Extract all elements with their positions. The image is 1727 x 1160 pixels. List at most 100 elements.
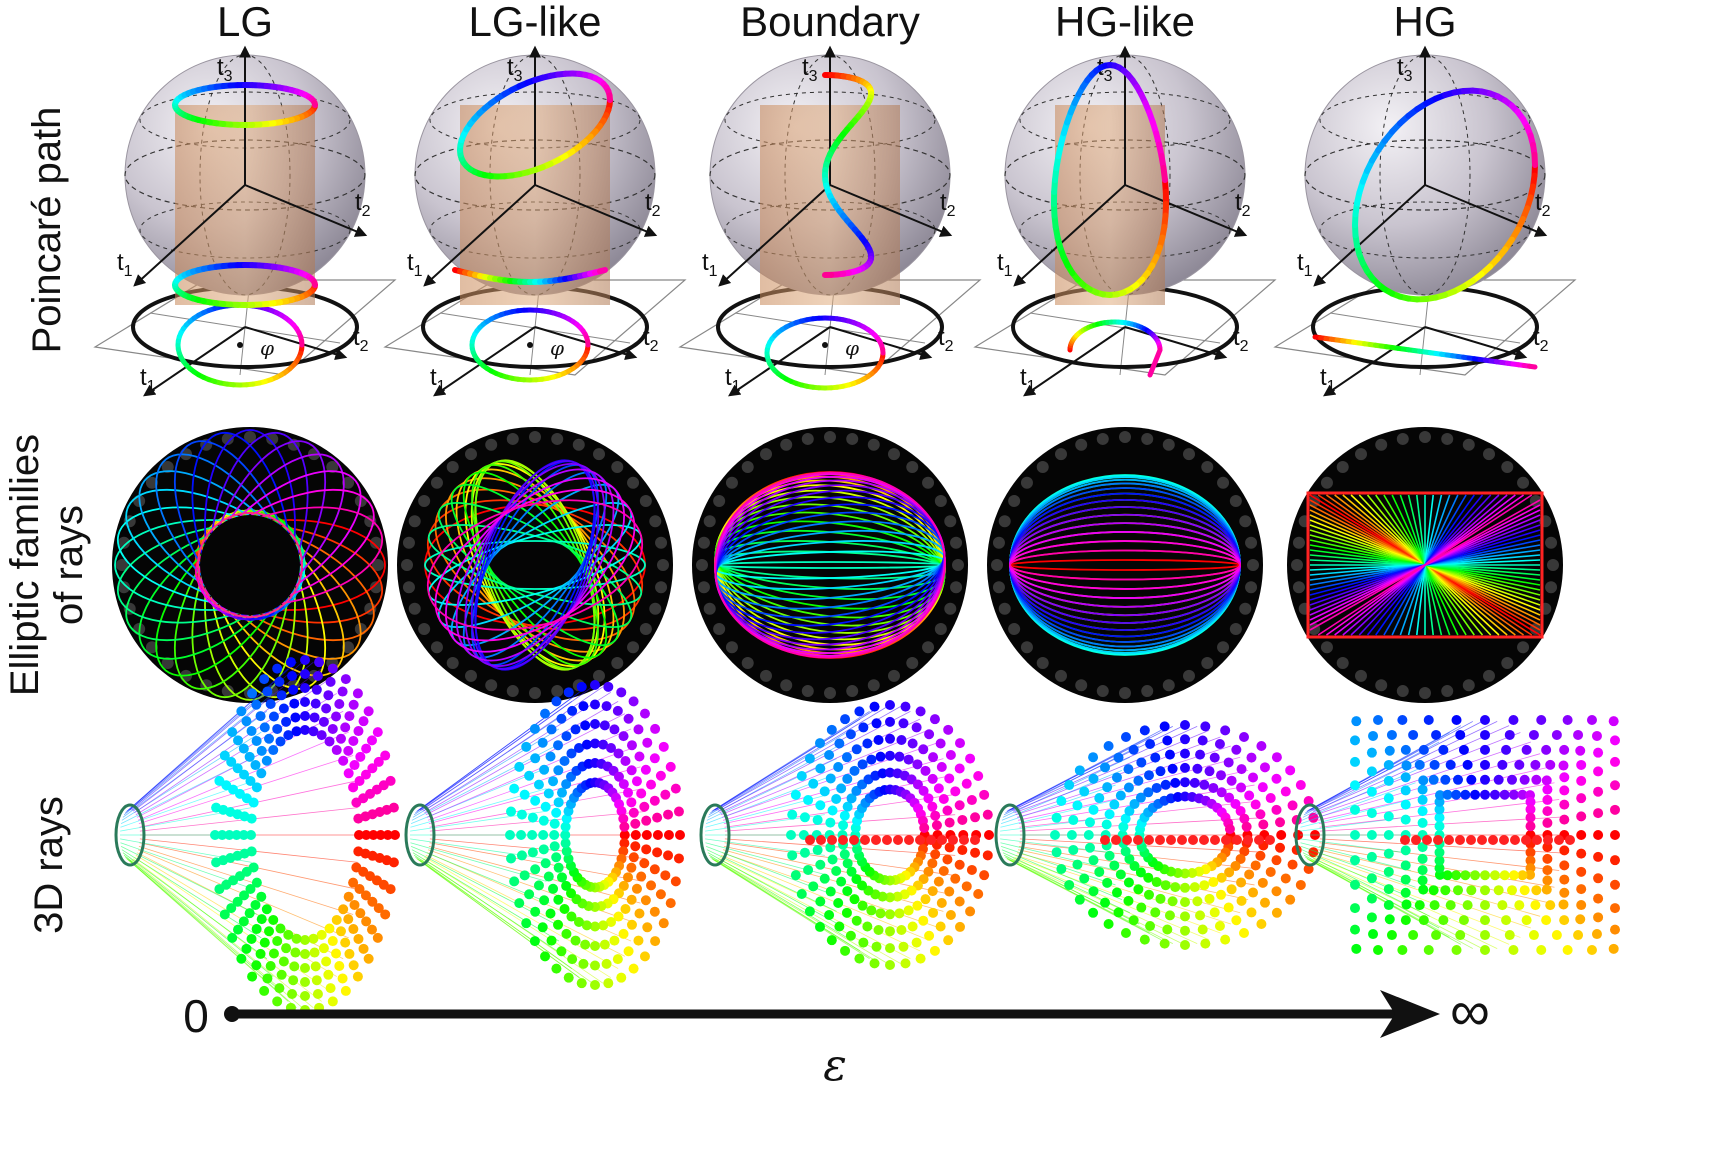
ray-dot: [1129, 798, 1140, 809]
ray-dot: [1094, 866, 1105, 877]
ray-dot: [1470, 789, 1481, 800]
ray-dot: [626, 765, 637, 776]
edge-speckle: [1036, 460, 1049, 473]
ray-dot: [261, 755, 272, 766]
ray-dot: [1531, 774, 1542, 785]
edge-speckle: [703, 515, 716, 528]
ray-dot: [871, 718, 882, 729]
ray-dot: [618, 813, 629, 824]
ray-dot: [1442, 870, 1453, 881]
plane-path-segment: [1147, 347, 1163, 378]
ray-dot: [561, 813, 572, 824]
sphere-equator: [414, 139, 656, 211]
ray-dot: [825, 886, 836, 897]
ray-dot: [1224, 867, 1235, 878]
ray-dot: [1128, 915, 1139, 926]
ray-dot: [1123, 764, 1134, 775]
ray-dot: [1480, 930, 1490, 941]
ray-ellipse: [464, 462, 606, 668]
ray-line: [422, 858, 611, 978]
edge-speckle: [1501, 460, 1514, 473]
ray-dot: [626, 894, 637, 905]
center-dot: [1243, 835, 1253, 845]
ray-dot: [1458, 915, 1469, 926]
ray-dot: [1593, 873, 1604, 884]
ray-dot: [1246, 907, 1257, 918]
center-dot: [970, 835, 980, 845]
ray-ellipse: [191, 431, 291, 621]
ray-dot: [1453, 774, 1464, 785]
t1-plane-label: t1: [1320, 364, 1336, 395]
ray-dot: [854, 706, 865, 717]
center-dot: [1144, 835, 1154, 845]
ray-dot: [623, 872, 634, 883]
ray-dot: [827, 805, 838, 816]
ray-dot: [380, 909, 391, 920]
ray-dot: [1542, 806, 1553, 817]
center-dot: [1433, 835, 1443, 845]
t2-label: t2: [1535, 189, 1551, 220]
ray-dot: [1383, 848, 1394, 859]
ray-dot: [1366, 893, 1377, 904]
ray-dot: [1064, 879, 1075, 890]
edge-speckle: [713, 495, 726, 507]
edge-speckle: [401, 559, 413, 571]
ray-dot: [1192, 896, 1203, 907]
ray-dot: [246, 813, 257, 824]
rays3d-panel-boundary: [699, 700, 994, 970]
ray-dot: [1541, 884, 1552, 895]
ray-dot: [1280, 873, 1291, 884]
ray-dot: [1536, 715, 1547, 725]
ray-dot: [1258, 819, 1269, 830]
ray-dot: [1501, 915, 1512, 926]
ray-dot: [262, 686, 273, 697]
ray-dot: [1199, 779, 1210, 790]
ray-dot: [840, 714, 851, 725]
ray-dot: [885, 716, 895, 727]
edge-speckle: [1239, 515, 1252, 528]
ray-dot: [673, 853, 684, 864]
ray-dot: [943, 724, 954, 735]
ray-line: [1015, 745, 1231, 816]
epsilon-symbol: ε: [823, 1040, 847, 1091]
ray-dot: [219, 909, 230, 920]
poincare-panel-lglike: t1 t2 φ t3 t2 t1: [383, 45, 687, 397]
ray-dot: [390, 830, 400, 840]
ray-dot: [1440, 774, 1451, 785]
ray-dot: [1208, 877, 1219, 888]
ray-dot: [1470, 870, 1481, 881]
ray-dot: [1608, 716, 1619, 727]
ray-dot: [1551, 729, 1562, 740]
ray-ellipse: [424, 540, 646, 590]
edge-speckle: [1036, 657, 1049, 670]
col-title-lg: LG: [217, 0, 273, 45]
ray-dot: [1460, 789, 1471, 800]
ray-dot: [1400, 915, 1411, 926]
ray-dot: [803, 864, 814, 875]
ray-dot: [1231, 915, 1242, 926]
ray-dot: [248, 862, 259, 873]
ray-dot: [619, 830, 630, 840]
ray-dot: [1351, 943, 1362, 954]
ray-dot: [539, 764, 550, 775]
ray-dot: [245, 884, 256, 895]
ray-dot: [578, 958, 589, 969]
ray-dot: [1143, 872, 1154, 883]
ray-dot: [1143, 770, 1154, 781]
ray-dot: [1103, 918, 1114, 929]
ray-dot: [1460, 870, 1471, 881]
ray-dot: [616, 806, 627, 817]
center-dot: [1543, 835, 1553, 845]
ray-dot: [894, 908, 905, 919]
poincare-panel-lg: t1 t2 φ t3 t2 t1: [93, 45, 397, 397]
ray-dot: [1287, 800, 1298, 811]
ray-dot: [1417, 784, 1428, 795]
ray-dot: [1383, 775, 1394, 786]
ray-dot: [506, 806, 517, 817]
ray-dot: [1187, 868, 1198, 879]
ray-dot: [652, 847, 663, 858]
ray-dot: [670, 876, 681, 887]
ray-dot: [241, 943, 252, 954]
ray-dot: [272, 936, 283, 947]
ray-line: [428, 845, 641, 904]
